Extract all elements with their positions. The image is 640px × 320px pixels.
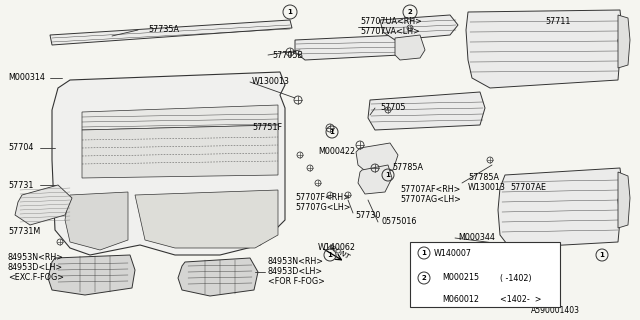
Text: W140062: W140062	[318, 244, 356, 252]
Polygon shape	[52, 72, 285, 255]
Text: 57704: 57704	[8, 143, 33, 153]
Polygon shape	[135, 190, 278, 248]
Text: M000422: M000422	[318, 148, 355, 156]
Text: 57707AG<LH>: 57707AG<LH>	[400, 196, 461, 204]
Text: 57735A: 57735A	[148, 26, 179, 35]
Text: W130013: W130013	[252, 77, 290, 86]
Text: <FOR F-FOG>: <FOR F-FOG>	[268, 277, 325, 286]
Text: 2: 2	[422, 275, 426, 281]
Text: 84953D<LH>: 84953D<LH>	[268, 268, 323, 276]
FancyBboxPatch shape	[410, 242, 560, 307]
Text: 57707UA<RH>: 57707UA<RH>	[360, 18, 422, 27]
Text: W130013: W130013	[468, 183, 506, 193]
Text: W140007: W140007	[434, 249, 472, 258]
Polygon shape	[358, 165, 392, 194]
Text: 1: 1	[328, 252, 332, 258]
Text: 57707F<RH>: 57707F<RH>	[295, 194, 350, 203]
Text: M060012: M060012	[442, 295, 479, 305]
Text: 57707AE: 57707AE	[510, 183, 546, 193]
Text: 57731M: 57731M	[8, 228, 40, 236]
Text: 84953N<RH>: 84953N<RH>	[268, 258, 324, 267]
Text: 57705: 57705	[380, 103, 406, 113]
Text: <EXC.F-FOG>: <EXC.F-FOG>	[8, 274, 64, 283]
Text: 1: 1	[422, 250, 426, 256]
Text: 1: 1	[330, 129, 335, 135]
Text: 0575016: 0575016	[382, 218, 417, 227]
Polygon shape	[15, 185, 72, 225]
Text: 57705B: 57705B	[272, 51, 303, 60]
Polygon shape	[178, 258, 258, 296]
Text: 57711: 57711	[545, 18, 570, 27]
Text: 57730: 57730	[355, 211, 380, 220]
Text: 84953N<RH>: 84953N<RH>	[8, 253, 64, 262]
Text: 57785A: 57785A	[392, 164, 423, 172]
Text: M000215: M000215	[442, 274, 479, 283]
Text: 57751F: 57751F	[252, 124, 282, 132]
Text: 84953D<LH>: 84953D<LH>	[8, 263, 63, 273]
Text: FRONT: FRONT	[326, 244, 351, 260]
Text: 57731: 57731	[8, 180, 33, 189]
Polygon shape	[498, 168, 622, 248]
Text: M000314: M000314	[8, 74, 45, 83]
Polygon shape	[82, 125, 278, 178]
Polygon shape	[618, 15, 630, 68]
Text: A590001403: A590001403	[531, 306, 580, 315]
Text: 57785A: 57785A	[468, 173, 499, 182]
Polygon shape	[48, 255, 135, 295]
Text: 57707VA<LH>: 57707VA<LH>	[360, 28, 420, 36]
Text: 1: 1	[600, 252, 604, 258]
Text: 1: 1	[287, 9, 292, 15]
Polygon shape	[368, 92, 485, 130]
Polygon shape	[618, 172, 630, 228]
Polygon shape	[356, 143, 398, 175]
Polygon shape	[380, 15, 458, 40]
Text: 1: 1	[385, 172, 390, 178]
Text: M000344: M000344	[458, 234, 495, 243]
Text: ( -1402): ( -1402)	[500, 274, 532, 283]
Text: 57707G<LH>: 57707G<LH>	[295, 204, 351, 212]
Polygon shape	[50, 20, 292, 45]
Text: 57707AF<RH>: 57707AF<RH>	[400, 186, 460, 195]
Polygon shape	[65, 192, 128, 250]
Polygon shape	[395, 35, 425, 60]
Text: <1402-  >: <1402- >	[500, 295, 541, 305]
Polygon shape	[82, 105, 278, 130]
Text: 2: 2	[408, 9, 412, 15]
Polygon shape	[295, 35, 405, 60]
Polygon shape	[466, 10, 622, 88]
